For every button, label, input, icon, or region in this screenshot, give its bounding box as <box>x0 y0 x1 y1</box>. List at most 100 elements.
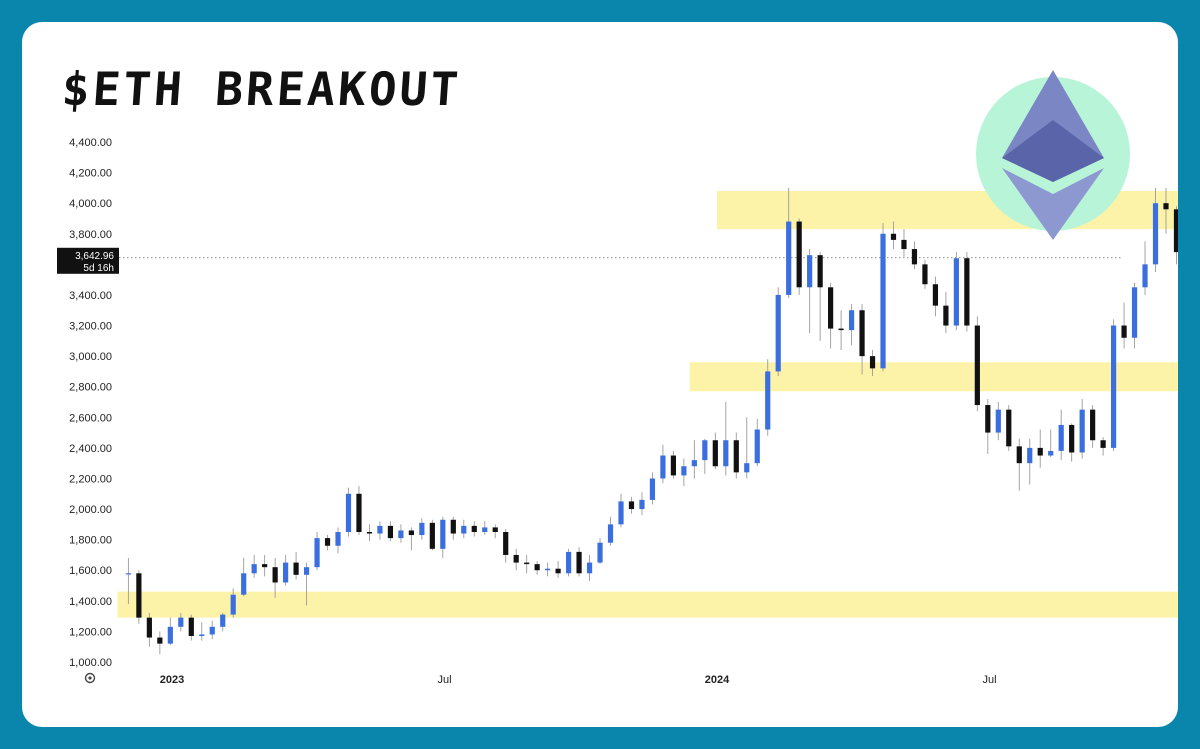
candle <box>136 570 142 624</box>
candle-body <box>1163 203 1169 210</box>
candle <box>911 241 918 269</box>
candle-body <box>880 233 886 369</box>
candle-body <box>303 567 310 575</box>
candle-body <box>754 429 760 464</box>
candle-body <box>356 493 362 532</box>
candle <box>565 548 572 577</box>
candle-body <box>911 249 918 265</box>
candle-body <box>702 440 708 461</box>
candle-body <box>639 499 645 510</box>
candle-body <box>796 221 802 288</box>
candle-body <box>922 264 928 285</box>
candle <box>199 622 205 641</box>
logo-diamond-mid <box>1002 120 1104 182</box>
candle-body <box>167 626 173 644</box>
candle-body <box>1131 287 1138 338</box>
y-tick-label: 4,400.00 <box>69 137 112 149</box>
candle-body <box>943 305 949 326</box>
candle <box>985 398 991 454</box>
candle <box>272 558 278 598</box>
candle-body <box>136 573 142 618</box>
candle <box>419 518 425 540</box>
settings-icon[interactable] <box>84 672 96 684</box>
candle <box>649 472 656 505</box>
y-tick-label: 1,200.00 <box>69 626 112 638</box>
candle-body <box>817 255 823 288</box>
candle <box>1069 423 1075 462</box>
candle <box>670 450 676 479</box>
candle <box>324 535 331 551</box>
candle-body <box>272 567 278 583</box>
candle <box>901 229 907 257</box>
candle <box>838 310 844 350</box>
zone-2 <box>689 362 1178 392</box>
candle <box>859 304 865 375</box>
candle <box>335 527 341 554</box>
candle-body <box>712 440 718 467</box>
candle <box>314 532 320 571</box>
candle <box>188 614 194 641</box>
candle-body <box>534 564 540 571</box>
candlestick-series <box>125 187 1178 655</box>
candle <box>1058 409 1064 461</box>
candle-body <box>848 310 855 331</box>
x-tick-label: 2024 <box>705 674 730 686</box>
candle <box>1131 282 1138 349</box>
candle <box>1163 187 1169 234</box>
y-tick-label: 2,400.00 <box>69 443 112 455</box>
candle <box>922 259 928 289</box>
candle <box>869 350 876 376</box>
candle <box>356 486 362 536</box>
y-tick-label: 1,400.00 <box>69 596 112 608</box>
candle <box>209 620 215 640</box>
candle-body <box>188 617 194 636</box>
price-chart: 0 (3,861.13)0.236 (3,280.13)0.382 (2,920… <box>57 70 1178 686</box>
candle-body <box>744 463 750 473</box>
candle <box>817 252 823 341</box>
candle-body <box>649 478 656 500</box>
candle <box>1110 319 1117 451</box>
candle <box>681 458 687 487</box>
candle <box>377 521 383 540</box>
candle <box>461 519 467 539</box>
candle <box>807 249 813 334</box>
candle-body <box>807 255 813 288</box>
candle <box>262 554 268 577</box>
candle <box>995 402 1001 441</box>
candle <box>230 588 236 618</box>
candle-body <box>932 284 939 306</box>
y-tick-label: 1,000.00 <box>69 657 112 669</box>
candle <box>796 218 802 295</box>
candle <box>167 617 173 646</box>
candle-body <box>901 239 907 250</box>
candle <box>408 527 414 551</box>
candle-body <box>220 614 226 627</box>
candle-body <box>660 455 666 479</box>
y-tick-label: 2,000.00 <box>69 504 112 516</box>
candle <box>283 554 289 586</box>
candle-body <box>492 527 498 532</box>
candle-body <box>964 258 970 326</box>
candle-body <box>199 634 205 636</box>
candle <box>387 521 394 542</box>
candle <box>1142 241 1148 295</box>
candle-body <box>241 573 247 595</box>
candle-body <box>440 519 446 549</box>
candle <box>178 613 184 632</box>
candle <box>241 558 247 597</box>
candle <box>607 516 614 546</box>
candle-body <box>869 356 876 369</box>
candle-body <box>1152 203 1159 265</box>
settings-icon-ring <box>84 672 96 684</box>
candle-body <box>314 538 320 568</box>
price-label-box <box>57 247 119 274</box>
y-tick-label: 3,200.00 <box>69 321 112 333</box>
candle <box>1006 405 1012 451</box>
y-tick-label: 2,800.00 <box>69 382 112 394</box>
candle-body <box>555 568 561 574</box>
y-tick-label: 1,600.00 <box>69 565 112 577</box>
candle <box>450 516 456 540</box>
candle <box>157 631 163 655</box>
candle <box>828 282 834 349</box>
candle-body <box>429 522 435 549</box>
